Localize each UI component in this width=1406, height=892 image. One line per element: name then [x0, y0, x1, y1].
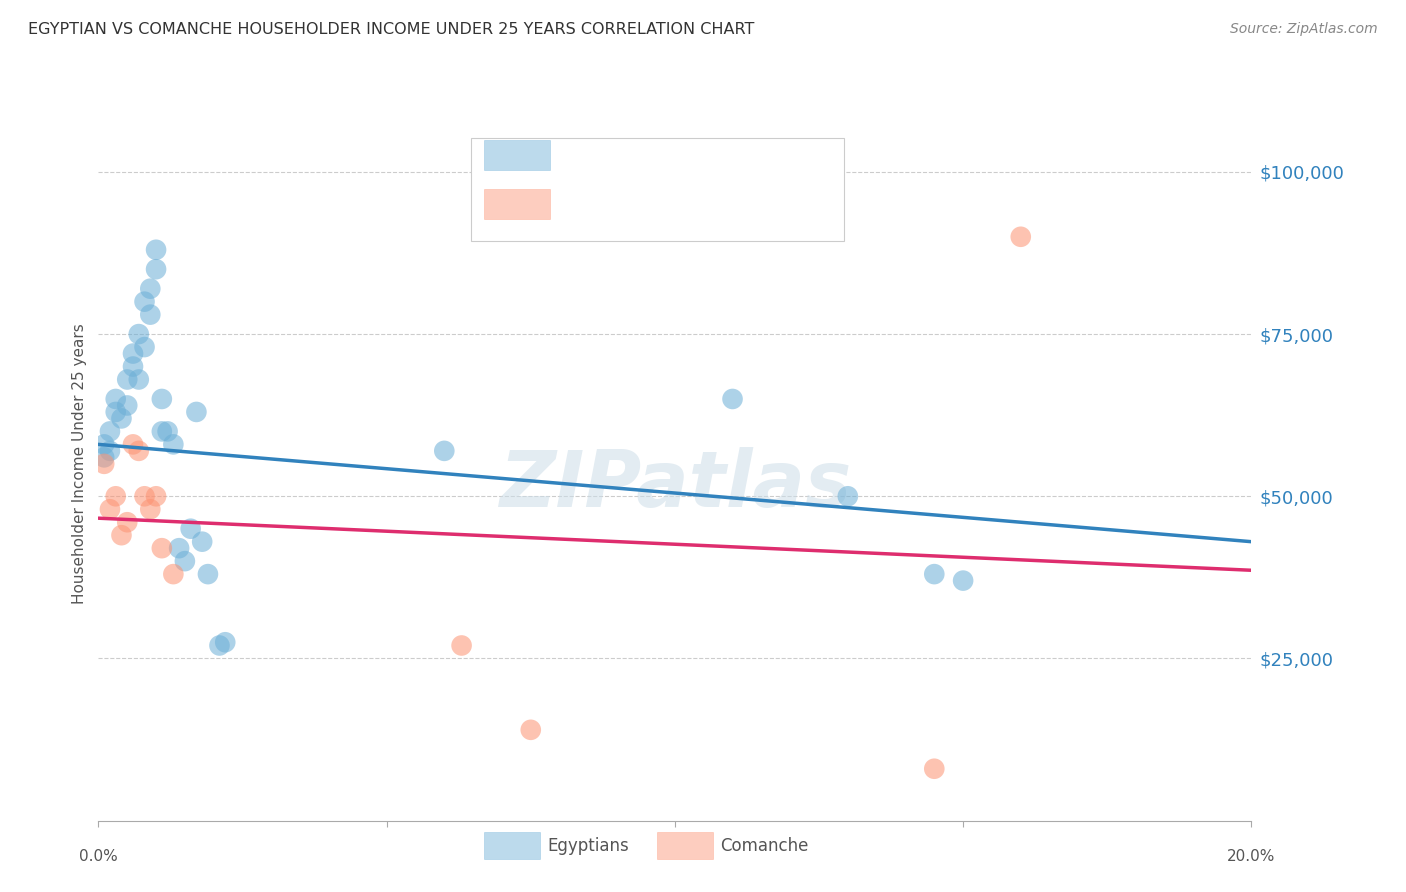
Point	[191, 534, 214, 549]
Point	[122, 437, 145, 451]
Text: 0.0%: 0.0%	[79, 849, 118, 864]
Text: N =: N =	[693, 146, 733, 164]
Point	[520, 723, 543, 737]
Point	[134, 489, 156, 503]
Point	[139, 282, 162, 296]
Point	[122, 359, 145, 374]
Point	[134, 294, 156, 309]
Point	[214, 635, 236, 649]
Point	[104, 489, 127, 503]
Point	[174, 554, 197, 568]
Text: 20.0%: 20.0%	[1227, 849, 1275, 864]
Point	[186, 405, 208, 419]
Point	[98, 443, 121, 458]
Point	[162, 567, 184, 582]
Point	[180, 522, 202, 536]
Point	[450, 639, 472, 653]
Point	[197, 567, 219, 582]
Text: Comanche: Comanche	[720, 837, 808, 855]
Text: Egyptians: Egyptians	[547, 837, 628, 855]
Point	[128, 327, 150, 342]
Point	[150, 392, 173, 406]
Point	[156, 425, 179, 439]
Point	[162, 437, 184, 451]
Point	[93, 457, 115, 471]
Point	[721, 392, 744, 406]
Point	[104, 392, 127, 406]
Point	[98, 425, 121, 439]
Point	[110, 411, 132, 425]
Text: ZIPatlas: ZIPatlas	[499, 447, 851, 524]
Point	[145, 243, 167, 257]
Point	[150, 425, 173, 439]
Text: R =: R =	[560, 195, 599, 213]
Text: 36: 36	[728, 146, 754, 164]
Text: 16: 16	[728, 195, 754, 213]
Point	[104, 405, 127, 419]
Point	[110, 528, 132, 542]
Point	[922, 567, 945, 582]
Text: EGYPTIAN VS COMANCHE HOUSEHOLDER INCOME UNDER 25 YEARS CORRELATION CHART: EGYPTIAN VS COMANCHE HOUSEHOLDER INCOME …	[28, 22, 755, 37]
Point	[128, 443, 150, 458]
Point	[117, 515, 139, 529]
Point	[93, 450, 115, 465]
Point	[208, 639, 231, 653]
Point	[837, 489, 859, 503]
Point	[145, 262, 167, 277]
Point	[922, 762, 945, 776]
Y-axis label: Householder Income Under 25 years: Householder Income Under 25 years	[72, 324, 87, 604]
Point	[134, 340, 156, 354]
Point	[122, 346, 145, 360]
Point	[128, 372, 150, 386]
Point	[139, 308, 162, 322]
Point	[1010, 229, 1032, 244]
Point	[167, 541, 190, 556]
Point	[150, 541, 173, 556]
Point	[117, 399, 139, 413]
Point	[117, 372, 139, 386]
Text: -0.135: -0.135	[599, 146, 664, 164]
Point	[433, 443, 456, 458]
Point	[98, 502, 121, 516]
Text: R =: R =	[560, 146, 599, 164]
Text: 0.381: 0.381	[599, 195, 662, 213]
Point	[139, 502, 162, 516]
Text: Source: ZipAtlas.com: Source: ZipAtlas.com	[1230, 22, 1378, 37]
Text: N =: N =	[693, 195, 733, 213]
Point	[93, 437, 115, 451]
Point	[952, 574, 974, 588]
Point	[145, 489, 167, 503]
